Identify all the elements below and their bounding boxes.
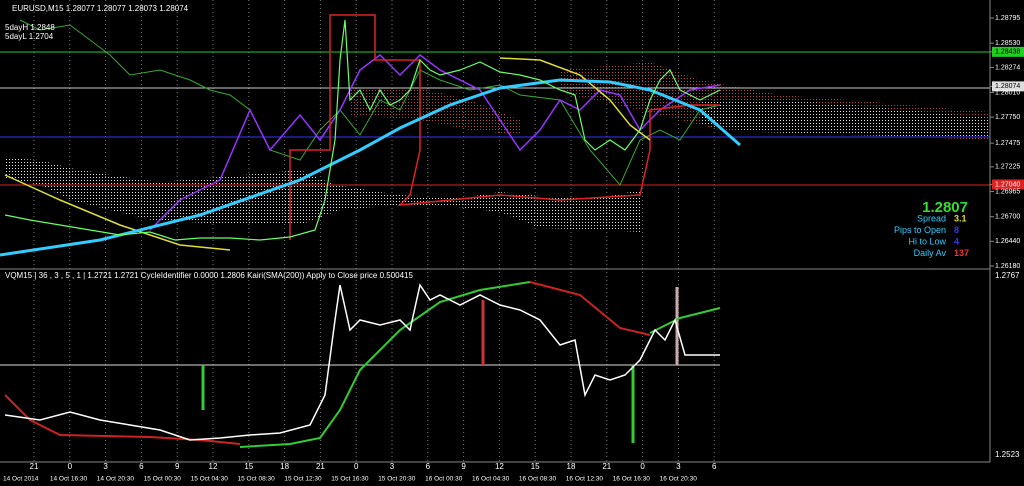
date-label: 15 Oct 16:30 bbox=[331, 476, 369, 483]
date-label: 16 Oct 12:30 bbox=[566, 476, 604, 483]
cycle-line bbox=[649, 307, 721, 334]
date-label: 16 Oct 16:30 bbox=[613, 476, 651, 483]
price-marker bbox=[992, 46, 1024, 57]
price-label: 1.26440 bbox=[995, 238, 1020, 245]
oscillator-line bbox=[149, 54, 721, 231]
price-label: 1.27475 bbox=[995, 140, 1020, 147]
info-value: 4 bbox=[954, 236, 959, 246]
date-label: 15 Oct 20:30 bbox=[378, 476, 416, 483]
indicator-axis: 1.2767 bbox=[995, 271, 1020, 280]
day-low: 5dayL 1.2704 bbox=[5, 32, 54, 41]
date-label: 16 Oct 08:30 bbox=[519, 476, 557, 483]
price-label: 1.28274 bbox=[995, 64, 1020, 71]
info-value: 3.1 bbox=[954, 213, 967, 223]
hour-label: 6 bbox=[426, 462, 431, 471]
date-label: 16 Oct 04:30 bbox=[472, 476, 510, 483]
hour-label: 3 bbox=[103, 462, 108, 471]
hour-label: 21 bbox=[602, 462, 611, 471]
price-axis: 1.28795 1.28530 1.28438 1.28274 1.280741.280… bbox=[990, 15, 1024, 270]
info-value: 8 bbox=[954, 225, 959, 235]
hour-label: 3 bbox=[390, 462, 395, 471]
indicator-title: VQM15 | 36 , 3 , 5 , 1 | 1.2721 1.2721 C… bbox=[5, 271, 414, 280]
price-label: 1.27750 bbox=[995, 114, 1020, 121]
hour-label: 0 bbox=[68, 462, 73, 471]
date-label: 14 Oct 20:30 bbox=[97, 476, 135, 483]
hour-label: 15 bbox=[244, 462, 253, 471]
cycle-line bbox=[4, 394, 241, 445]
date-label: 16 Oct 20:30 bbox=[660, 476, 698, 483]
symbol-header: EURUSD,M15 1.28077 1.28077 1.28073 1.280… bbox=[12, 4, 189, 13]
kairi-line bbox=[4, 283, 720, 441]
date-label: 15 Oct 08:30 bbox=[238, 476, 276, 483]
info-label: Pips to Open bbox=[894, 225, 946, 235]
cycle-line bbox=[529, 281, 651, 336]
hour-label: 21 bbox=[30, 462, 39, 471]
info-label: Daily Av bbox=[914, 248, 947, 258]
price-label: 1.27040 bbox=[995, 181, 1020, 188]
ma-line bbox=[0, 78, 741, 257]
price-label: 1.26700 bbox=[995, 214, 1020, 221]
hour-label: 6 bbox=[712, 462, 717, 471]
price-label: 1.28074 bbox=[995, 83, 1020, 90]
cloud bbox=[5, 158, 160, 222]
info-panel: Spread 3.1 Pips to Open 8 Hi to Low 4 Daily Av… bbox=[894, 213, 969, 258]
info-label: Spread bbox=[917, 213, 946, 223]
envelope-line bbox=[19, 19, 721, 186]
cloud bbox=[700, 100, 990, 138]
price-label: 1.26180 bbox=[995, 263, 1020, 270]
date-label: 15 Oct 12:30 bbox=[284, 476, 322, 483]
hour-label: 18 bbox=[567, 462, 576, 471]
hour-label: 6 bbox=[139, 462, 144, 471]
hour-label: 0 bbox=[640, 462, 645, 471]
price-label: 1.28010 bbox=[995, 89, 1020, 96]
time-axis: 21 0 3 6 9 12 15 18 21 0 3 6 9 12 15 18 21 0 3 6 14 Oct 2014… bbox=[3, 462, 717, 483]
current-price: 1.2807 bbox=[922, 199, 968, 216]
price-line bbox=[4, 19, 721, 241]
ma-line bbox=[499, 57, 651, 141]
indicator-axis: 1.2523 bbox=[995, 450, 1020, 459]
info-label: Hi to Low bbox=[908, 236, 946, 246]
date-label: 16 Oct 00:30 bbox=[425, 476, 463, 483]
price-marker bbox=[992, 179, 1024, 190]
hour-label: 18 bbox=[280, 462, 289, 471]
hour-label: 12 bbox=[209, 462, 218, 471]
info-value: 137 bbox=[954, 248, 969, 258]
day-high: 5dayH 1.2848 bbox=[5, 23, 55, 32]
hour-label: 3 bbox=[676, 462, 681, 471]
cycle-line bbox=[239, 281, 531, 448]
price-label: 1.26965 bbox=[995, 188, 1020, 195]
price-label: 1.28530 bbox=[995, 40, 1020, 47]
hour-label: 12 bbox=[495, 462, 504, 471]
hour-label: 15 bbox=[531, 462, 540, 471]
hour-label: 21 bbox=[316, 462, 325, 471]
channel-line bbox=[289, 14, 720, 240]
price-label: 1.28795 bbox=[995, 15, 1020, 22]
price-marker bbox=[992, 81, 1024, 92]
price-label: 1.27225 bbox=[995, 164, 1020, 171]
date-label: 15 Oct 04:30 bbox=[191, 476, 229, 483]
hour-label: 9 bbox=[175, 462, 180, 471]
date-label: 14 Oct 2014 bbox=[3, 476, 39, 483]
hour-label: 9 bbox=[461, 462, 466, 471]
date-label: 15 Oct 00:30 bbox=[144, 476, 182, 483]
ma-line bbox=[4, 174, 231, 251]
hour-label: 0 bbox=[354, 462, 359, 471]
date-label: 14 Oct 16:30 bbox=[50, 476, 88, 483]
price-label: 1.28438 bbox=[995, 49, 1020, 56]
